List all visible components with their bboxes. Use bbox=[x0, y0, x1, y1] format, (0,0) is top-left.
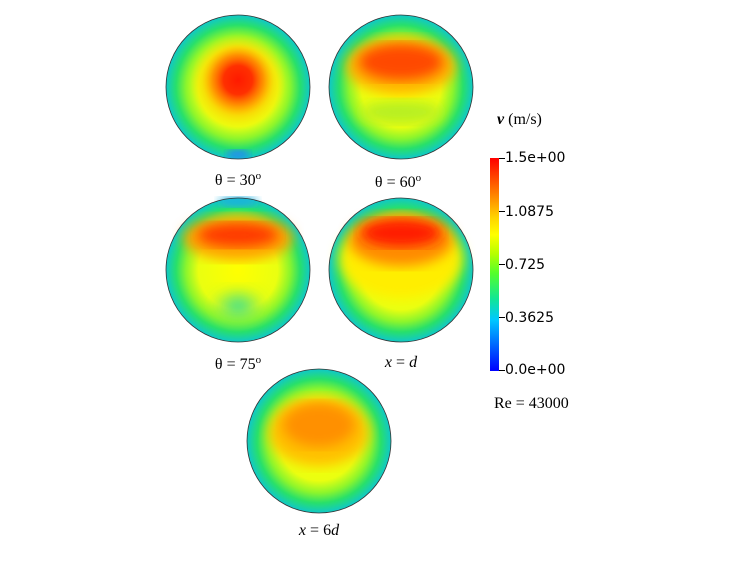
colorbar-tick bbox=[499, 211, 505, 212]
caption-text: θ = 60 bbox=[374, 174, 416, 191]
contour-panel-theta-60 bbox=[328, 14, 474, 160]
caption-var-x: x bbox=[384, 354, 393, 371]
caption-x-6d: x = 6d bbox=[299, 522, 339, 540]
colorbar-tick-label: 1.5e+00 bbox=[505, 150, 566, 166]
colorbar-tick-label: 1.0875 bbox=[505, 204, 554, 220]
contour-panel-x-d bbox=[328, 197, 474, 343]
degree-sup: o bbox=[415, 172, 422, 184]
caption-text: θ = 75 bbox=[214, 356, 256, 373]
caption-theta-30: θ = 30o bbox=[215, 170, 261, 190]
caption-theta-75: θ = 75o bbox=[215, 354, 261, 374]
caption-x-d: x = d bbox=[385, 354, 417, 372]
colorbar-tick-label: 0.3625 bbox=[505, 310, 554, 326]
colorbar-tick bbox=[499, 370, 505, 371]
degree-sup: o bbox=[255, 170, 262, 182]
legend-title: v (m/s) bbox=[497, 111, 542, 129]
caption-var-d: d bbox=[409, 354, 418, 371]
caption-text: θ = 30 bbox=[214, 172, 256, 189]
colorbar-tick bbox=[499, 317, 505, 318]
degree-sup: o bbox=[255, 354, 262, 366]
caption-eq: = bbox=[392, 354, 410, 371]
contour-panel-theta-75 bbox=[165, 197, 311, 343]
caption-var-x: x bbox=[298, 522, 307, 539]
caption-var-d: d bbox=[331, 522, 340, 539]
caption-theta-60: θ = 60o bbox=[375, 172, 421, 192]
colorbar bbox=[490, 158, 499, 371]
colorbar-tick bbox=[499, 158, 505, 159]
caption-eq: = 6 bbox=[306, 522, 332, 539]
colorbar-tick-label: 0.725 bbox=[505, 257, 546, 273]
contour-panel-x-6d bbox=[246, 368, 392, 514]
legend-unit: (m/s) bbox=[504, 111, 542, 128]
contour-panel-theta-30 bbox=[165, 14, 311, 160]
colorbar-tick bbox=[499, 264, 505, 265]
legend-var: v bbox=[497, 111, 505, 128]
reynolds-number-note: Re = 43000 bbox=[494, 395, 569, 412]
colorbar-tick-label: 0.0e+00 bbox=[505, 362, 566, 378]
